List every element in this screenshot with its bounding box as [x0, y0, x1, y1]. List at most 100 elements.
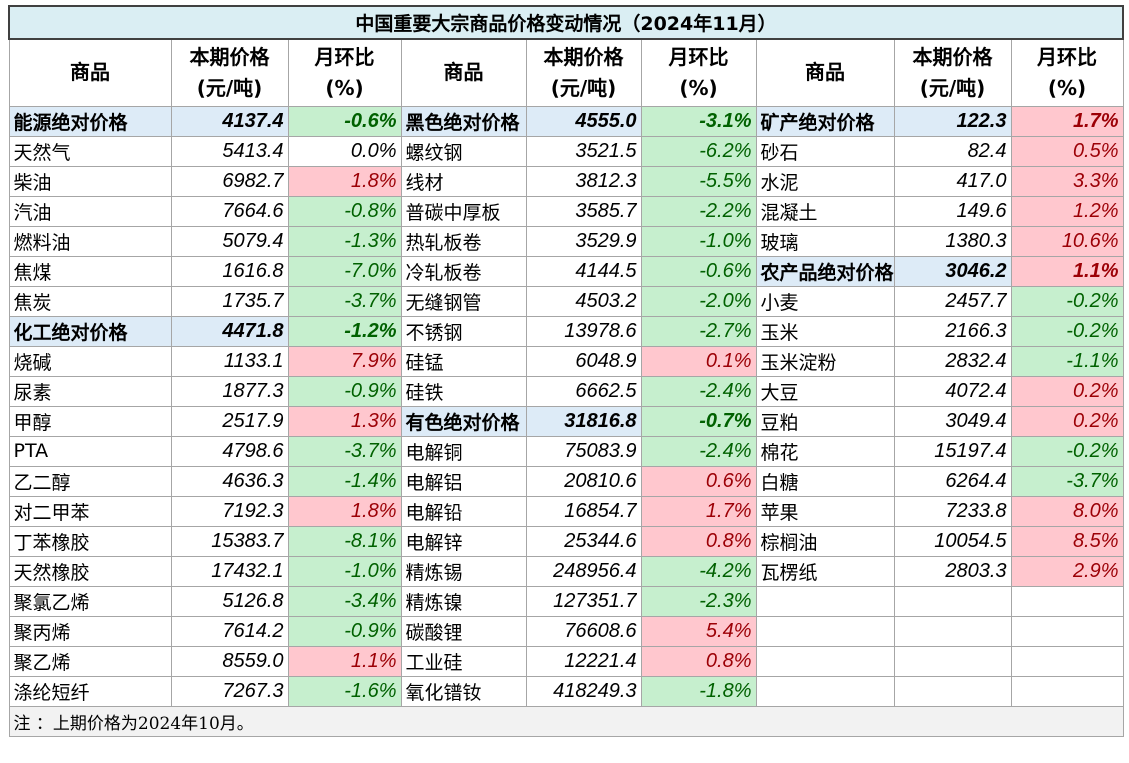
price-cell: 248956.4 — [525, 555, 642, 587]
price-cell: 3585.7 — [525, 195, 642, 227]
price-cell: 1380.3 — [893, 225, 1012, 257]
change-cell: -1.8% — [640, 675, 757, 707]
commodity-name: 焦煤 — [8, 255, 172, 287]
price-cell: 2803.3 — [893, 555, 1012, 587]
data-row: 柴油 6982.7 1.8% 线材 3812.3 -5.5% 水泥 417.0 3.3% — [8, 165, 1124, 197]
change-cell: -3.7% — [287, 435, 402, 467]
change-cell: -1.0% — [287, 555, 402, 587]
change-cell: 1.1% — [287, 645, 402, 677]
header-text: 商品 — [70, 60, 110, 85]
header-text: 月环比 — [668, 44, 729, 69]
price-cell: 122.3 — [893, 105, 1012, 137]
commodity-name: 普碳中厚板 — [400, 195, 527, 227]
price-cell: 2832.4 — [893, 345, 1012, 377]
commodity-name: 聚丙烯 — [8, 615, 172, 647]
commodity-name: 小麦 — [755, 285, 895, 317]
data-row: 汽油 7664.6 -0.8% 普碳中厚板 3585.7 -2.2% 混凝土 149.6 1.2… — [8, 195, 1124, 227]
commodity-name: 有色绝对价格 — [400, 405, 527, 437]
price-cell: 5079.4 — [170, 225, 289, 257]
data-row: 乙二醇 4636.3 -1.4% 电解铝 20810.6 0.6% 白糖 6264.4 -3.7… — [8, 465, 1124, 497]
change-cell: -6.2% — [640, 135, 757, 167]
commodity-name: 线材 — [400, 165, 527, 197]
change-cell: 1.7% — [640, 495, 757, 527]
price-cell: 7267.3 — [170, 675, 289, 707]
data-row: 焦煤 1616.8 -7.0% 冷轧板卷 4144.5 -0.6% 农产品绝对价格 3046.… — [8, 255, 1124, 287]
header-cell: 本期价格 (元/吨) — [525, 38, 642, 107]
data-row: 化工绝对价格 4471.8 -1.2% 不锈钢 13978.6 -2.7% 玉米 2166.3… — [8, 315, 1124, 347]
price-cell: 2517.9 — [170, 405, 289, 437]
commodity-name: 水泥 — [755, 165, 895, 197]
change-cell: 1.3% — [287, 405, 402, 437]
empty-cell — [755, 585, 895, 617]
change-cell: -1.1% — [1010, 345, 1124, 377]
change-cell: 0.8% — [640, 525, 757, 557]
change-cell: 0.5% — [1010, 135, 1124, 167]
change-cell: 0.2% — [1010, 375, 1124, 407]
header-cell: 商品 — [8, 38, 172, 107]
price-cell: 149.6 — [893, 195, 1012, 227]
change-cell: -7.0% — [287, 255, 402, 287]
price-cell: 3812.3 — [525, 165, 642, 197]
commodity-name: 涤纶短纤 — [8, 675, 172, 707]
empty-cell — [755, 675, 895, 707]
data-row: 聚氯乙烯 5126.8 -3.4% 精炼镍 127351.7 -2.3% — [8, 585, 1124, 617]
commodity-name: 燃料油 — [8, 225, 172, 257]
commodity-name: 大豆 — [755, 375, 895, 407]
commodity-name: 聚氯乙烯 — [8, 585, 172, 617]
price-cell: 6662.5 — [525, 375, 642, 407]
price-cell: 1735.7 — [170, 285, 289, 317]
commodity-name: 甲醇 — [8, 405, 172, 437]
change-cell: -1.3% — [287, 225, 402, 257]
commodity-name: 黑色绝对价格 — [400, 105, 527, 137]
header-text: (%) — [679, 75, 718, 100]
price-cell: 418249.3 — [525, 675, 642, 707]
commodity-name: 螺纹钢 — [400, 135, 527, 167]
price-cell: 7664.6 — [170, 195, 289, 227]
commodity-name: 豆粕 — [755, 405, 895, 437]
price-cell: 4072.4 — [893, 375, 1012, 407]
data-row: PTA 4798.6 -3.7% 电解铜 75083.9 -2.4% 棉花 15197.4 -0… — [8, 435, 1124, 467]
header-text: (元/吨) — [196, 75, 263, 100]
commodity-name: 不锈钢 — [400, 315, 527, 347]
change-cell: -3.7% — [287, 285, 402, 317]
change-cell: 3.3% — [1010, 165, 1124, 197]
commodity-name: 电解锌 — [400, 525, 527, 557]
change-cell: 5.4% — [640, 615, 757, 647]
commodity-name: 汽油 — [8, 195, 172, 227]
data-row: 天然橡胶 17432.1 -1.0% 精炼锡 248956.4 -4.2% 瓦楞纸 2803.… — [8, 555, 1124, 587]
price-cell: 4137.4 — [170, 105, 289, 137]
empty-cell — [893, 585, 1012, 617]
change-cell: -1.0% — [640, 225, 757, 257]
commodity-name: 乙二醇 — [8, 465, 172, 497]
empty-cell — [1010, 585, 1124, 617]
empty-cell — [893, 615, 1012, 647]
commodity-name: 氧化镨钕 — [400, 675, 527, 707]
price-cell: 12221.4 — [525, 645, 642, 677]
commodity-name: PTA — [8, 435, 172, 467]
price-cell: 3046.2 — [893, 255, 1012, 287]
commodity-name: 烧碱 — [8, 345, 172, 377]
price-cell: 4555.0 — [525, 105, 642, 137]
price-cell: 10054.5 — [893, 525, 1012, 557]
header-text: (元/吨) — [550, 75, 617, 100]
price-cell: 7233.8 — [893, 495, 1012, 527]
commodity-name: 精炼镍 — [400, 585, 527, 617]
commodity-name: 电解铅 — [400, 495, 527, 527]
commodity-name: 天然橡胶 — [8, 555, 172, 587]
price-cell: 31816.8 — [525, 405, 642, 437]
change-cell: 8.5% — [1010, 525, 1124, 557]
commodity-name: 对二甲苯 — [8, 495, 172, 527]
change-cell: 1.8% — [287, 165, 402, 197]
change-cell: -3.4% — [287, 585, 402, 617]
change-cell: 0.2% — [1010, 405, 1124, 437]
change-cell: -5.5% — [640, 165, 757, 197]
price-cell: 1616.8 — [170, 255, 289, 287]
price-cell: 13978.6 — [525, 315, 642, 347]
commodity-name: 丁苯橡胶 — [8, 525, 172, 557]
change-cell: -0.6% — [287, 105, 402, 137]
commodity-name: 化工绝对价格 — [8, 315, 172, 347]
header-cell: 月环比 (%) — [1010, 38, 1124, 107]
header-text: (%) — [1047, 75, 1087, 100]
data-row: 尿素 1877.3 -0.9% 硅铁 6662.5 -2.4% 大豆 4072.4 0.2% — [8, 375, 1124, 407]
